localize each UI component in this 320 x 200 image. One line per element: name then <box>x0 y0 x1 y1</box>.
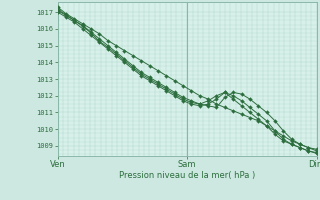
X-axis label: Pression niveau de la mer( hPa ): Pression niveau de la mer( hPa ) <box>119 171 255 180</box>
